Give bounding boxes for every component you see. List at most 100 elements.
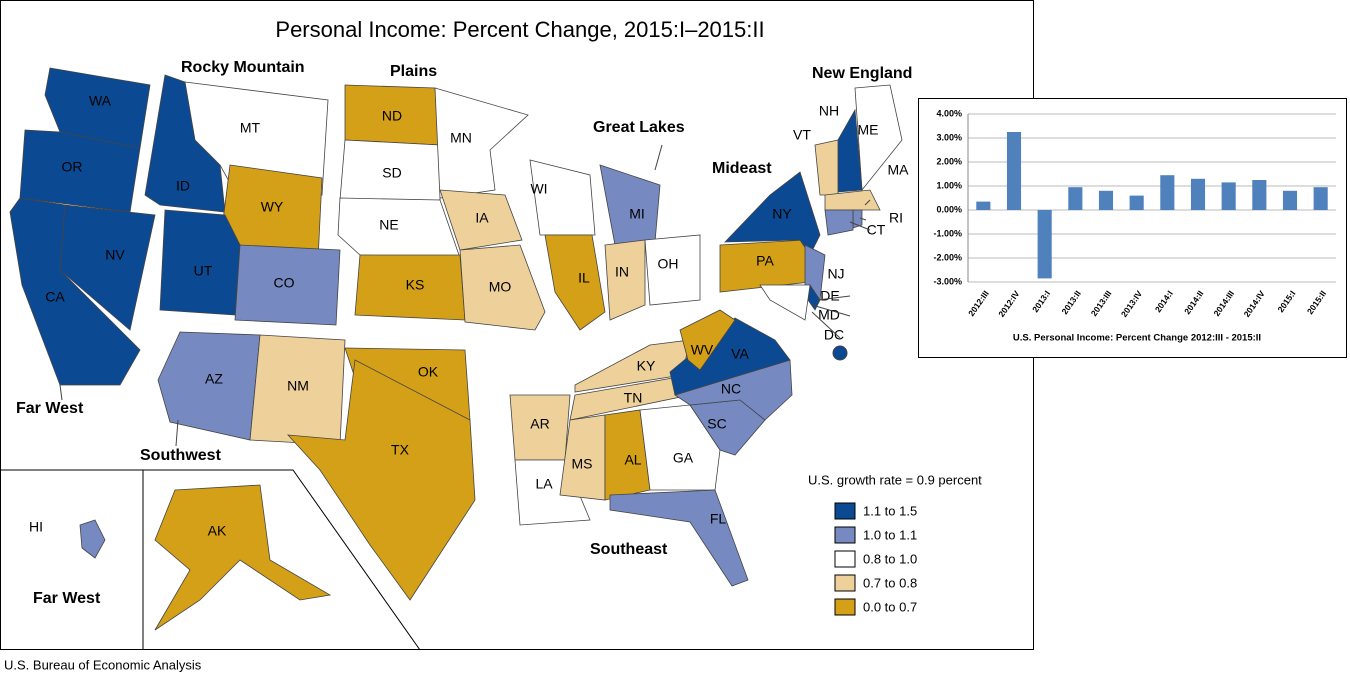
state bbox=[832, 345, 848, 361]
legend-swatch bbox=[834, 574, 856, 592]
legend-label: 0.7 to 0.8 bbox=[863, 575, 917, 590]
state bbox=[574, 339, 691, 393]
y-tick-label: -3.00% bbox=[933, 276, 962, 286]
y-tick-label: 2.00% bbox=[936, 156, 962, 166]
state-label: ME bbox=[858, 122, 879, 138]
state-label: NJ bbox=[827, 266, 844, 282]
state bbox=[759, 284, 811, 321]
callout-line bbox=[864, 199, 871, 206]
legend-swatch bbox=[834, 598, 856, 616]
state bbox=[609, 489, 749, 587]
state-label: IA bbox=[475, 210, 489, 226]
state bbox=[824, 209, 854, 236]
bar bbox=[1129, 195, 1144, 210]
state bbox=[287, 359, 476, 601]
state bbox=[544, 234, 606, 331]
legend-label: 1.1 to 1.5 bbox=[863, 503, 917, 518]
state-label: WV bbox=[691, 342, 714, 358]
callout-line bbox=[59, 384, 63, 401]
y-tick-label: -2.00% bbox=[933, 252, 962, 262]
inset-divider bbox=[0, 469, 421, 651]
legend-label: 0.0 to 0.7 bbox=[863, 599, 917, 614]
chart-title: U.S. Personal Income: Percent Change 201… bbox=[1013, 333, 1261, 344]
callout-line bbox=[811, 311, 841, 339]
state-label: SD bbox=[382, 165, 401, 181]
state-label: TX bbox=[391, 442, 410, 458]
bar bbox=[1282, 190, 1298, 210]
state-label: PA bbox=[756, 253, 774, 269]
bar bbox=[1190, 178, 1206, 210]
state-label: KY bbox=[637, 358, 656, 374]
state-label: MT bbox=[240, 120, 261, 136]
state-label: WI bbox=[530, 181, 547, 197]
region-label: Southeast bbox=[590, 541, 668, 558]
bar bbox=[1160, 175, 1175, 210]
region-label: Great Lakes bbox=[593, 119, 685, 136]
state bbox=[234, 244, 341, 326]
state-label: AR bbox=[530, 416, 549, 432]
state-label: WY bbox=[261, 199, 284, 215]
state-label: RI bbox=[889, 210, 903, 226]
y-tick-label: 3.00% bbox=[936, 132, 962, 142]
state bbox=[19, 129, 141, 213]
region-label: Southwest bbox=[140, 447, 222, 464]
bar bbox=[1313, 187, 1328, 210]
state-label: MA bbox=[888, 162, 910, 178]
state-label: MD bbox=[818, 307, 840, 323]
bar bbox=[1037, 210, 1052, 279]
state bbox=[439, 189, 523, 251]
state bbox=[644, 234, 701, 306]
callout-line bbox=[859, 217, 867, 221]
region-label: Mideast bbox=[712, 160, 772, 177]
state-label: KS bbox=[406, 277, 425, 293]
state-label: MN bbox=[450, 130, 472, 146]
state-label: NE bbox=[379, 217, 398, 233]
state-label: AZ bbox=[205, 371, 223, 387]
state bbox=[604, 239, 646, 321]
bar bbox=[1221, 182, 1236, 210]
state-label: UT bbox=[194, 263, 213, 279]
legend-swatch bbox=[834, 502, 856, 520]
state-label: MO bbox=[489, 279, 512, 295]
bar bbox=[1098, 190, 1114, 210]
bar bbox=[1252, 180, 1267, 210]
state bbox=[154, 484, 332, 631]
state-label: SC bbox=[707, 416, 726, 432]
region-label: Far West bbox=[16, 400, 84, 417]
map-title: Personal Income: Percent Change, 2015:I–… bbox=[275, 17, 764, 42]
state-label: IN bbox=[615, 264, 629, 280]
legend-swatch bbox=[834, 526, 856, 544]
state-label: MS bbox=[572, 456, 593, 472]
state-label: TN bbox=[624, 390, 643, 406]
callout-line bbox=[849, 221, 871, 231]
callout-line bbox=[817, 295, 851, 301]
state bbox=[79, 519, 106, 559]
state-label: GA bbox=[673, 450, 694, 466]
y-tick-label: -1.00% bbox=[933, 228, 962, 238]
state-label: NM bbox=[287, 378, 309, 394]
y-tick-label: 4.00% bbox=[936, 108, 962, 118]
state bbox=[529, 159, 596, 236]
bar bbox=[1006, 132, 1022, 210]
bar bbox=[1068, 187, 1083, 210]
state-label: AL bbox=[624, 452, 641, 468]
state bbox=[639, 404, 721, 491]
state-label: OH bbox=[658, 256, 679, 272]
state-label: AK bbox=[208, 523, 227, 539]
y-tick-label: 0.00% bbox=[936, 204, 962, 214]
state bbox=[459, 244, 546, 331]
state-label: NY bbox=[772, 206, 792, 222]
state-label: CA bbox=[45, 289, 65, 305]
state bbox=[824, 189, 881, 211]
legend-label: 1.0 to 1.1 bbox=[863, 527, 917, 542]
state-label: NV bbox=[105, 247, 125, 263]
chart-frame bbox=[918, 98, 1347, 358]
bar bbox=[976, 201, 991, 210]
y-tick-label: 1.00% bbox=[936, 180, 962, 190]
legend-title: U.S. growth rate = 0.9 percent bbox=[808, 472, 982, 487]
state-label: HI bbox=[29, 519, 43, 535]
state bbox=[157, 331, 261, 441]
state-label: NH bbox=[819, 103, 839, 119]
state-label: WA bbox=[89, 93, 112, 109]
